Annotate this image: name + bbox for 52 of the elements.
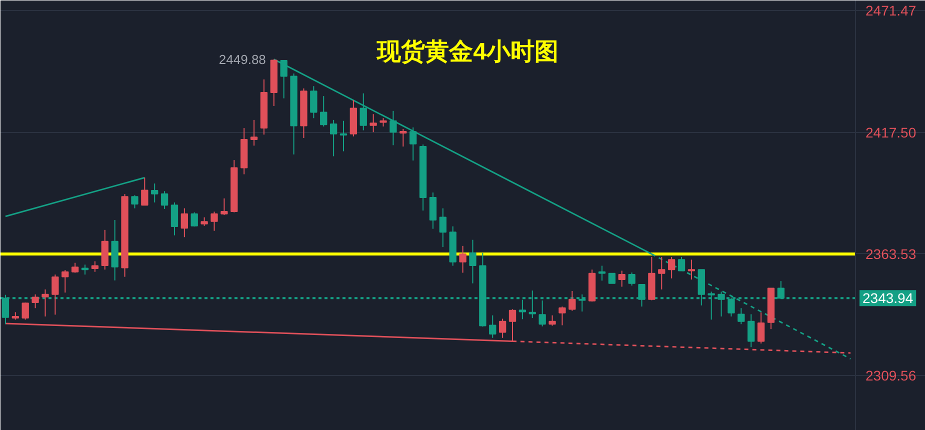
candlestick	[310, 86, 318, 119]
candlestick	[52, 274, 59, 316]
candlestick	[439, 208, 446, 248]
candlestick	[220, 198, 228, 216]
candlestick	[459, 245, 466, 274]
candlestick	[170, 202, 178, 236]
candlestick	[151, 183, 158, 203]
annotation: 2449.88	[218, 52, 266, 67]
candlestick	[489, 314, 496, 338]
candlestick	[390, 110, 397, 146]
candlestick	[22, 302, 29, 320]
candlestick	[141, 177, 148, 206]
candlestick	[498, 318, 506, 338]
candlestick	[160, 190, 168, 210]
candlestick	[360, 92, 367, 131]
candlestick	[370, 114, 377, 133]
candlestick	[688, 259, 696, 280]
candlestick	[410, 126, 417, 162]
candlestick	[81, 264, 89, 276]
candlestick	[608, 272, 616, 284]
candlestick	[131, 194, 138, 209]
candlestick	[738, 308, 745, 325]
candlestick	[250, 119, 258, 146]
candlestick	[320, 96, 328, 127]
candlestick	[190, 212, 198, 228]
y-tick-label: 2417.50	[866, 124, 916, 140]
candlestick	[757, 312, 765, 344]
ref-line-label: 2343.94	[862, 290, 914, 306]
text: 现货黄金4小时图	[376, 38, 558, 66]
candlestick	[42, 288, 49, 317]
candlestick	[210, 211, 218, 232]
candlestick	[568, 290, 576, 312]
candlestick	[62, 270, 69, 294]
candlestick	[748, 314, 755, 348]
candlestick	[548, 314, 556, 326]
y-tick-label: 2363.53	[866, 246, 916, 262]
candlestick	[618, 270, 626, 288]
candlestick	[668, 256, 676, 279]
candlestick	[330, 119, 338, 157]
candlestick	[678, 256, 686, 272]
candlestick	[91, 260, 99, 272]
candlestick	[400, 128, 407, 148]
candlestick	[180, 208, 188, 238]
y-tick-label: 2471.47	[866, 2, 916, 19]
candlestick	[340, 120, 348, 152]
candlestick	[558, 306, 566, 326]
candlestick	[429, 192, 437, 230]
candlestick	[658, 256, 666, 290]
y-tick-label: 2309.56	[866, 368, 916, 384]
candlestick	[628, 272, 636, 286]
candlestick	[469, 239, 476, 284]
candlestick	[32, 294, 39, 309]
